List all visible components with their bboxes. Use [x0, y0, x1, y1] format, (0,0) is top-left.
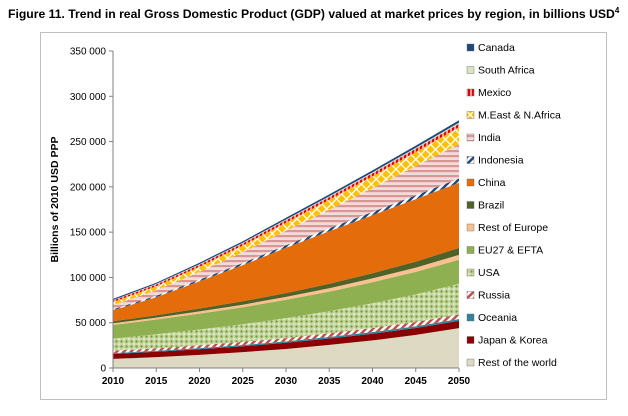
x-tick-label: 2015 — [145, 376, 168, 387]
x-tick-label: 2025 — [232, 376, 255, 387]
area-series-group — [113, 120, 459, 368]
legend-label-usa: USA — [478, 267, 500, 279]
legend-swatch-usa — [466, 268, 475, 277]
legend-label-indonesia: Indonesia — [478, 155, 524, 167]
legend-swatch-indonesia — [466, 156, 475, 164]
x-tick-label: 2010 — [102, 376, 125, 387]
y-tick-label: 250 000 — [70, 137, 107, 148]
y-tick-label: 150 000 — [70, 228, 107, 239]
figure-caption: Figure 11. Trend in real Gross Domestic … — [8, 6, 628, 21]
legend-label-brazil: Brazil — [478, 200, 504, 212]
area-eu27-efta — [113, 259, 459, 339]
legend-swatch-m-east-n-africa — [466, 111, 475, 119]
legend-swatch-canada — [466, 43, 475, 52]
legend-label-japan-korea: Japan & Korea — [478, 335, 548, 347]
legend-swatch-rest-of-the-world — [466, 358, 475, 367]
legend-label-canada: Canada — [478, 42, 515, 54]
y-tick-label: 200 000 — [70, 182, 107, 193]
legend-label-oceania: Oceania — [478, 312, 517, 324]
y-tick-label: 50 000 — [75, 318, 106, 329]
legend: Canada South Africa Mexico M.East & N.Afric… — [466, 42, 561, 369]
y-tick-label: 350 000 — [70, 47, 107, 58]
x-tick-label: 2045 — [405, 376, 428, 387]
area-rest-of-the-world — [113, 328, 459, 368]
legend-label-eu27-efta: EU27 & EFTA — [478, 245, 543, 257]
legend-swatch-india — [466, 133, 475, 142]
legend-label-china: China — [478, 177, 506, 189]
legend-swatch-china — [466, 178, 475, 187]
area-usa — [113, 283, 459, 351]
x-tick-label: 2040 — [361, 376, 384, 387]
legend-label-m-east-n-africa: M.East & N.Africa — [478, 110, 561, 122]
legend-swatch-south-africa — [466, 66, 475, 74]
legend-swatch-russia — [466, 291, 475, 299]
y-axis-label: Billions of 2010 USD PPP — [49, 136, 61, 262]
footnote-marker: 4 — [614, 6, 620, 15]
area-china — [113, 182, 459, 322]
x-tick-label: 2030 — [275, 376, 298, 387]
x-tick-label: 2050 — [448, 376, 471, 387]
legend-label-rest-of-europe: Rest of Europe — [478, 222, 548, 234]
y-tick-label: 100 000 — [70, 273, 107, 284]
legend-swatch-mexico — [466, 88, 475, 97]
y-tick-label: 300 000 — [70, 92, 107, 103]
legend-label-mexico: Mexico — [478, 87, 511, 99]
y-tick-label: 0 — [100, 364, 106, 375]
area-japan-korea — [113, 320, 459, 359]
figure-caption-text: Figure 11. Trend in real Gross Domestic … — [8, 7, 615, 22]
legend-swatch-oceania — [466, 313, 475, 322]
legend-label-russia: Russia — [478, 290, 510, 302]
legend-label-india: India — [478, 132, 501, 144]
legend-swatch-eu27-efta — [466, 246, 475, 254]
legend-swatch-brazil — [466, 201, 475, 209]
legend-swatch-japan-korea — [466, 336, 475, 344]
legend-label-south-africa: South Africa — [478, 65, 535, 77]
x-tick-label: 2020 — [188, 376, 211, 387]
legend-label-rest-of-the-world: Rest of the world — [478, 357, 557, 369]
legend-swatch-rest-of-europe — [466, 223, 475, 232]
axes: 0 50 000 100 000 150 000 200 000 250 000 300 0… — [49, 47, 471, 388]
x-tick-label: 2035 — [318, 376, 341, 387]
area-russia — [113, 314, 459, 354]
